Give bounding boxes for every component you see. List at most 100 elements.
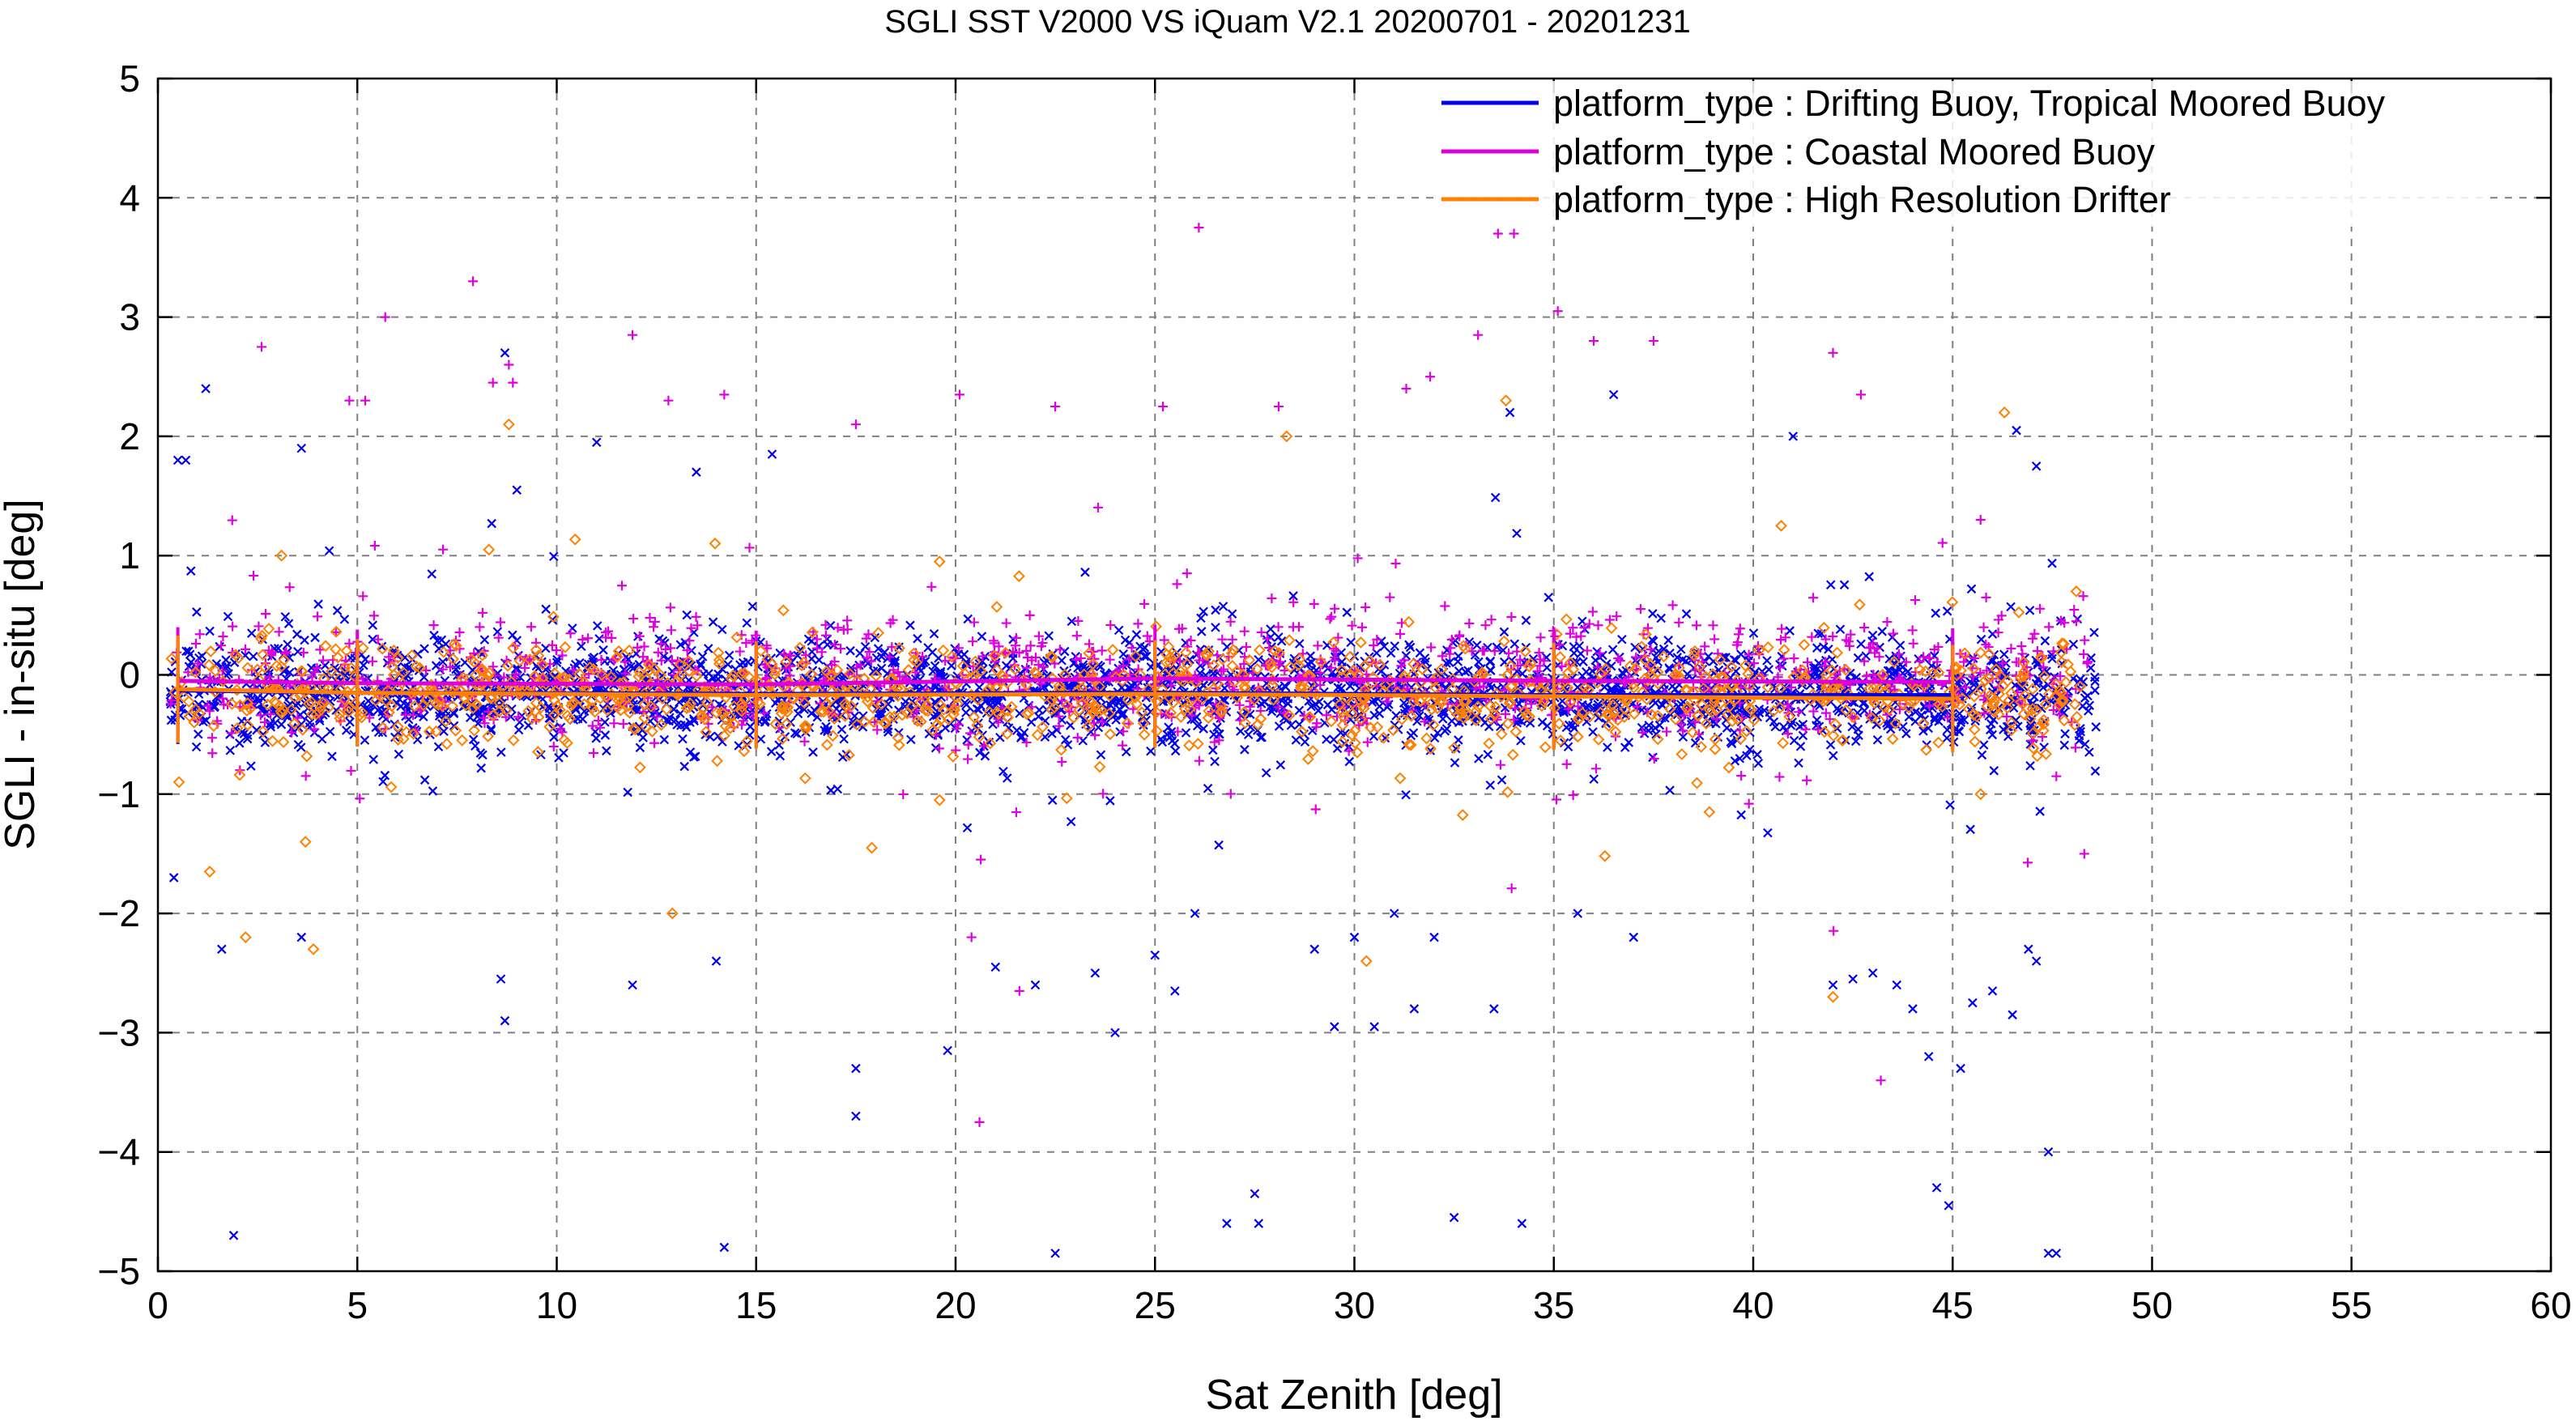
data-point [966, 932, 977, 942]
data-point [1877, 627, 1887, 636]
data-point [330, 625, 343, 638]
data-point [317, 734, 327, 744]
data-point [1691, 776, 1703, 789]
data-point [1706, 668, 1719, 680]
data-point [1288, 591, 1298, 601]
x-tick-label: 40 [1732, 1284, 1773, 1326]
data-point [1231, 665, 1244, 678]
data-point [496, 974, 506, 984]
data-point [1987, 629, 1998, 639]
data-point [496, 747, 506, 757]
data-point [2083, 657, 2093, 667]
data-point [1667, 681, 1677, 691]
data-point [973, 730, 986, 743]
data-point [1174, 711, 1187, 723]
data-point [1722, 723, 1732, 733]
data-point [500, 348, 510, 358]
data-point [1216, 704, 1228, 717]
data-point [1592, 733, 1605, 746]
data-point [547, 640, 557, 650]
data-point [904, 686, 917, 699]
data-point [344, 710, 355, 720]
data-point [1603, 742, 1612, 752]
data-point [980, 751, 990, 761]
y-tick-label: −3 [98, 1011, 140, 1053]
data-point [222, 661, 232, 671]
data-point [1535, 661, 1545, 671]
data-point [1473, 330, 1484, 340]
data-point [695, 708, 708, 721]
data-point [1608, 389, 1619, 400]
data-point [2043, 1147, 2054, 1157]
data-point [508, 630, 517, 640]
data-point [2059, 740, 2070, 751]
data-point [1778, 644, 1790, 657]
data-point [1040, 716, 1050, 726]
data-point [931, 718, 943, 730]
data-point [1675, 645, 1686, 654]
data-point [942, 713, 955, 726]
data-point [1846, 711, 1859, 724]
data-point [1748, 714, 1761, 726]
data-point [1256, 627, 1267, 637]
data-point [1333, 683, 1343, 692]
data-point [270, 718, 280, 728]
data-point [551, 657, 562, 668]
data-point [2016, 641, 2027, 652]
data-point [227, 515, 237, 525]
data-point [437, 664, 448, 674]
data-point [584, 661, 596, 674]
data-point [1407, 657, 1420, 670]
data-point [1624, 738, 1634, 747]
data-point [380, 312, 390, 322]
data-point [1103, 704, 1113, 714]
data-point [1447, 716, 1457, 726]
data-point [914, 696, 927, 709]
data-point [845, 645, 855, 656]
data-point [1135, 641, 1145, 652]
data-point [1554, 651, 1567, 663]
data-point [1501, 708, 1511, 719]
y-tick-label: −5 [98, 1250, 140, 1292]
data-point [1846, 668, 1855, 679]
data-point [2037, 666, 2047, 677]
data-point [1352, 553, 1363, 564]
data-point [262, 623, 275, 635]
data-point [709, 537, 722, 550]
data-point [1088, 661, 1098, 671]
data-point [1578, 670, 1587, 681]
data-point [1240, 745, 1250, 755]
data-point [1404, 738, 1417, 751]
data-point [456, 734, 469, 747]
data-point [1690, 717, 1701, 728]
data-point [898, 789, 909, 799]
data-point [1433, 728, 1442, 738]
data-point [1273, 622, 1284, 632]
data-point [798, 696, 811, 709]
data-point [1607, 661, 1616, 671]
data-point [1304, 678, 1317, 691]
data-point [1726, 715, 1739, 728]
data-point [741, 638, 752, 649]
data-point [577, 641, 586, 651]
data-point [643, 664, 656, 677]
data-point [683, 665, 696, 678]
data-point [962, 823, 973, 833]
data-point [756, 734, 766, 744]
data-point [2070, 585, 2083, 598]
data-point [2064, 666, 2077, 678]
data-point [1455, 707, 1468, 720]
data-point [592, 621, 602, 631]
data-point [638, 712, 651, 724]
data-point [1446, 673, 1459, 686]
data-point [1578, 700, 1587, 710]
data-point [414, 684, 427, 697]
data-point [249, 651, 258, 662]
data-point [1196, 613, 1206, 623]
data-point [1828, 347, 1838, 358]
data-point [1129, 650, 1142, 662]
data-point [1861, 651, 1871, 661]
data-point [360, 395, 371, 406]
data-point [2019, 689, 2032, 702]
data-point [1267, 706, 1277, 717]
